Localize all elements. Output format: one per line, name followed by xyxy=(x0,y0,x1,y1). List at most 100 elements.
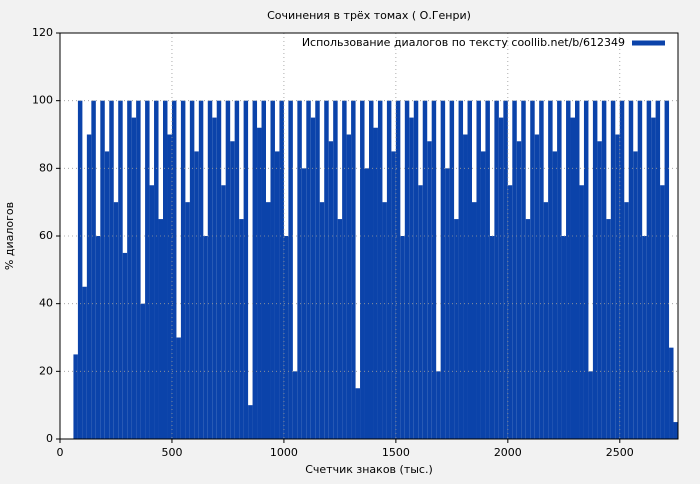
bar xyxy=(154,100,159,440)
bar xyxy=(136,100,141,440)
bar xyxy=(498,117,504,439)
bar xyxy=(655,100,661,440)
bar xyxy=(664,100,670,440)
bar xyxy=(557,100,562,440)
bar xyxy=(279,100,284,440)
bar xyxy=(592,100,598,440)
bar xyxy=(583,100,589,440)
bar xyxy=(673,422,678,439)
y-tick-label: 80 xyxy=(39,161,53,174)
bar xyxy=(539,100,544,440)
bar xyxy=(364,168,369,440)
bar xyxy=(454,219,459,439)
bar xyxy=(633,151,638,439)
bar xyxy=(203,236,208,439)
bar xyxy=(409,117,414,439)
bar xyxy=(494,100,499,440)
bar xyxy=(642,236,647,439)
bar xyxy=(646,100,652,440)
y-tick-label: 20 xyxy=(39,364,53,377)
bar xyxy=(261,100,266,440)
bar xyxy=(588,371,593,439)
bar xyxy=(373,127,378,439)
y-tick-label: 120 xyxy=(32,26,53,39)
bar xyxy=(530,100,535,440)
bar xyxy=(525,219,531,439)
bar xyxy=(243,100,249,440)
bar xyxy=(270,100,275,440)
bar xyxy=(337,219,343,439)
bar xyxy=(180,100,186,440)
bar xyxy=(489,236,495,439)
bar xyxy=(131,117,137,439)
bar xyxy=(248,405,253,439)
bar xyxy=(100,100,105,440)
bar xyxy=(458,100,464,440)
bar xyxy=(109,100,114,440)
plot-frame xyxy=(59,32,679,440)
bar xyxy=(288,100,293,440)
bar xyxy=(315,100,320,440)
bar xyxy=(216,100,222,440)
bar xyxy=(324,100,329,440)
bar xyxy=(440,100,446,440)
x-tick-label: 2500 xyxy=(606,446,634,459)
bar xyxy=(561,236,567,439)
bar xyxy=(127,100,132,440)
bar xyxy=(257,127,262,439)
bar xyxy=(77,100,83,440)
bar xyxy=(382,202,387,439)
y-tick-label: 100 xyxy=(32,94,53,107)
bar xyxy=(436,371,441,439)
bar xyxy=(628,100,634,440)
bar xyxy=(360,100,365,440)
bar xyxy=(503,100,508,440)
bar xyxy=(377,100,383,440)
x-tick-label: 500 xyxy=(161,446,182,459)
bar xyxy=(619,100,625,440)
bar xyxy=(212,117,217,439)
bar xyxy=(194,151,199,439)
bar xyxy=(480,151,486,439)
bar xyxy=(445,168,450,440)
bar xyxy=(395,100,401,440)
bar xyxy=(431,100,437,440)
bar xyxy=(615,134,620,439)
bar xyxy=(221,185,226,439)
bar xyxy=(351,100,356,440)
y-tick-label: 60 xyxy=(39,229,53,242)
bar xyxy=(660,185,665,439)
bar xyxy=(104,151,110,439)
bar xyxy=(145,100,150,440)
bar xyxy=(521,100,526,440)
bar xyxy=(91,100,96,440)
bar xyxy=(543,202,549,439)
bar xyxy=(512,100,517,440)
bar xyxy=(467,100,472,440)
bar xyxy=(418,185,423,439)
bar xyxy=(624,202,629,439)
bar xyxy=(122,252,128,439)
bar xyxy=(252,100,258,440)
y-axis-label: % диалогов xyxy=(3,202,16,270)
x-axis-label: Счетчик знаков (тыс.) xyxy=(305,463,433,476)
bar xyxy=(292,371,298,439)
bar xyxy=(463,134,468,439)
bar xyxy=(346,134,352,439)
bar xyxy=(476,100,481,440)
bar xyxy=(163,100,168,440)
x-tick-label: 1500 xyxy=(382,446,410,459)
bar xyxy=(669,347,674,439)
bar xyxy=(404,100,410,440)
bar xyxy=(485,100,490,440)
chart-title: Сочинения в трёх томах ( О.Генри) xyxy=(267,9,471,22)
x-tick-label: 2000 xyxy=(494,446,522,459)
bar xyxy=(386,100,392,440)
bar xyxy=(422,100,428,440)
bar xyxy=(355,388,361,439)
bar xyxy=(167,134,172,439)
bar xyxy=(207,100,213,440)
bar xyxy=(310,117,316,439)
bar xyxy=(234,100,240,440)
